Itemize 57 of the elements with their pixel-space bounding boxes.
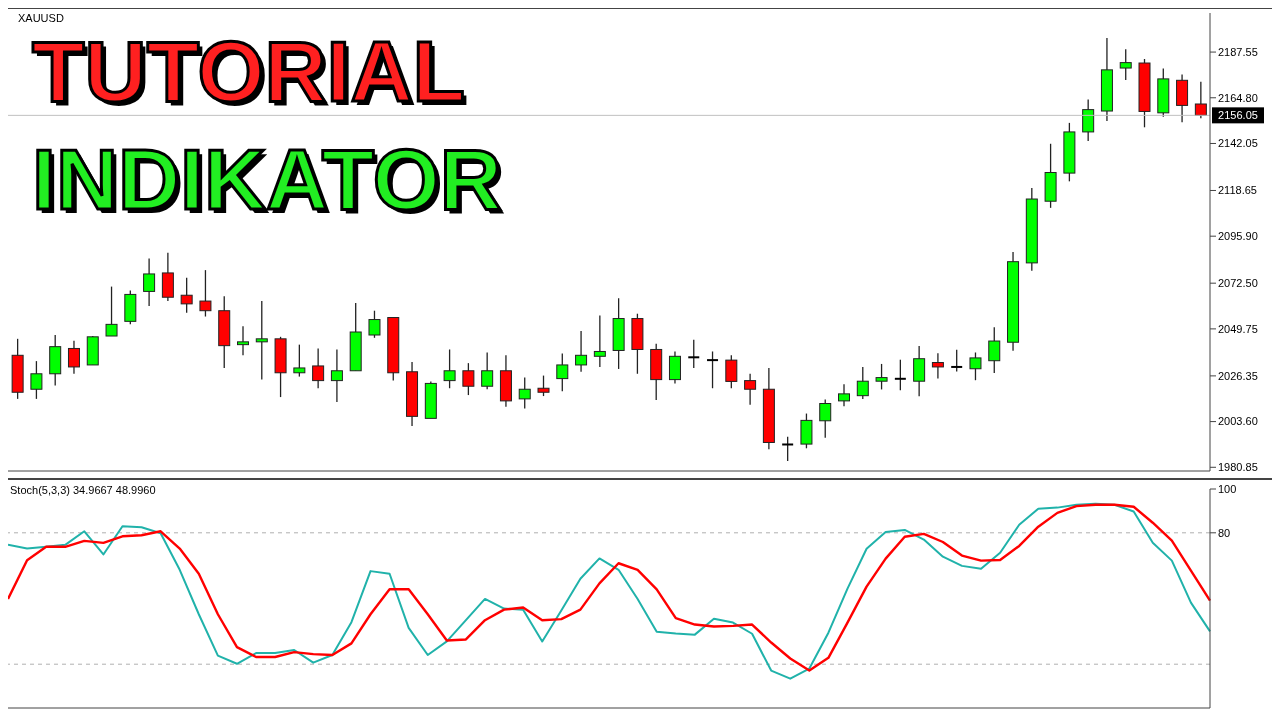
candlestick — [819, 398, 832, 439]
y-tick-label: 2142.05 — [1218, 137, 1258, 150]
candlestick — [30, 360, 43, 400]
candlestick — [931, 352, 944, 380]
candlestick — [255, 300, 268, 381]
candlestick — [481, 351, 494, 390]
candlestick — [875, 363, 888, 391]
candlestick — [800, 412, 813, 449]
candlestick — [537, 374, 550, 397]
ref-line-label: 2156.05 — [1218, 109, 1258, 122]
candlestick — [518, 376, 531, 410]
candlestick — [143, 257, 156, 307]
y-tick-label: 2164.80 — [1218, 91, 1258, 104]
candlestick — [893, 359, 907, 391]
candlestick — [1082, 98, 1095, 142]
y-tick-label: 80 — [1218, 526, 1231, 539]
candlestick — [199, 269, 212, 318]
y-tick-label: 100 — [1218, 482, 1237, 495]
candlestick — [706, 350, 720, 389]
candlestick — [781, 436, 795, 462]
y-tick-label: 1980.85 — [1218, 461, 1258, 474]
candlestick — [237, 325, 250, 356]
chart-title: TUTORIAL — [32, 23, 466, 119]
candlestick — [913, 345, 926, 397]
y-tick-label: 2049.75 — [1218, 322, 1258, 335]
y-tick-label: 2026.35 — [1218, 369, 1258, 382]
candlestick — [1194, 81, 1207, 119]
candlestick — [950, 349, 964, 373]
candlestick — [988, 326, 1001, 374]
candlestick — [668, 350, 681, 385]
candlestick — [312, 347, 325, 389]
candlestick — [330, 348, 343, 403]
y-tick-label: 2072.50 — [1218, 277, 1258, 290]
candlestick — [180, 277, 193, 314]
candlestick — [293, 344, 306, 378]
y-tick-label: 2095.90 — [1218, 230, 1258, 243]
candlestick — [856, 366, 869, 400]
annotation: XAUUSD — [18, 12, 64, 24]
text: INDIKATOR — [32, 131, 502, 227]
candlestick — [105, 285, 118, 337]
candlestick — [368, 310, 381, 339]
y-tick-label: 2187.55 — [1218, 45, 1258, 58]
candlestick — [575, 330, 588, 373]
candlestick — [462, 362, 475, 396]
y-tick-label: 2003.60 — [1218, 415, 1258, 428]
candlestick — [67, 340, 80, 375]
candlestick — [687, 339, 701, 369]
candlestick — [969, 351, 982, 381]
candlestick — [838, 383, 851, 407]
candlestick — [725, 354, 738, 389]
candlestick — [744, 373, 757, 406]
candlestick — [593, 314, 606, 368]
chart-title: Stoch(5,3,3) 34.9667 48.9960 — [10, 484, 156, 496]
y-tick-label: 2118.65 — [1218, 184, 1257, 197]
candlestick — [556, 352, 569, 392]
candlestick — [1119, 48, 1132, 81]
candlestick — [443, 348, 456, 389]
